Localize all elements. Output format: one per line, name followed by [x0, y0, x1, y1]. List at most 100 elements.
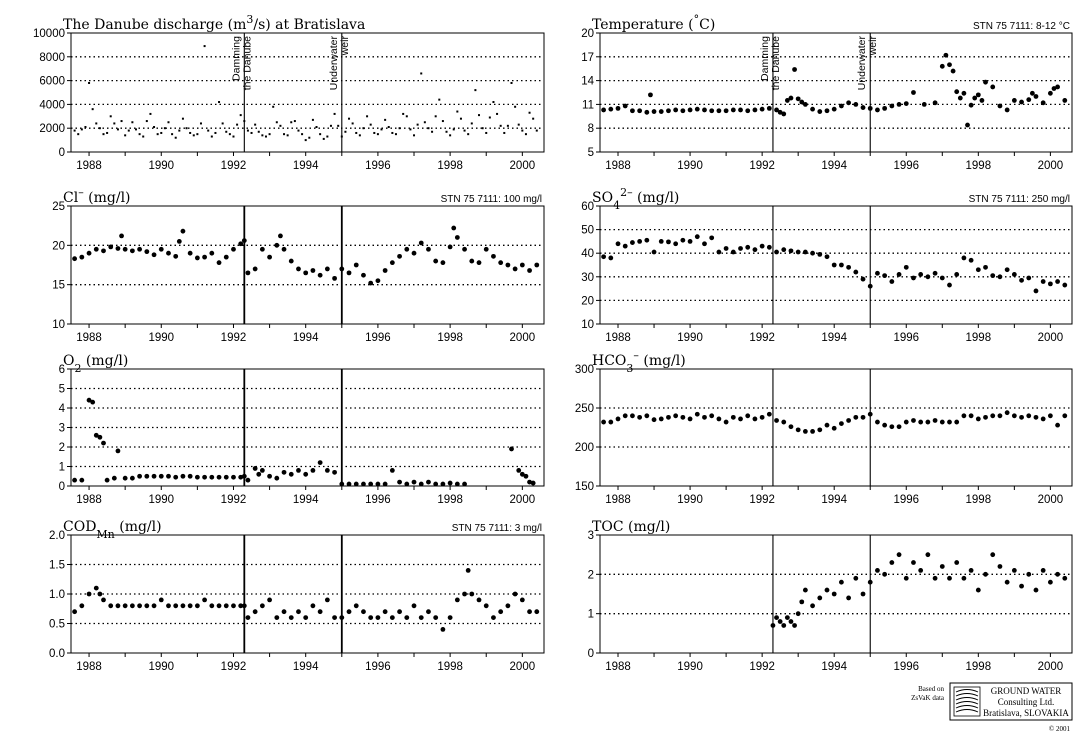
data-point	[1047, 413, 1053, 419]
data-point	[368, 481, 374, 487]
data-point	[324, 597, 330, 603]
data-point	[514, 105, 517, 108]
data-point	[968, 257, 974, 263]
data-point	[97, 434, 103, 440]
data-point	[918, 568, 924, 573]
data-point	[93, 585, 99, 591]
y-tick-label: 10000	[33, 28, 65, 40]
x-tick-label: 1992	[221, 494, 247, 506]
data-point	[324, 266, 330, 272]
data-point	[375, 278, 381, 284]
data-point	[673, 413, 679, 419]
y-tick-label: 10	[581, 319, 594, 331]
data-point	[961, 413, 967, 419]
x-tick-label: 1988	[76, 332, 102, 344]
data-point	[810, 603, 815, 609]
data-point	[397, 479, 402, 485]
company-name-line3: Bratislava, SLOVAKIA	[983, 708, 1069, 718]
data-point	[759, 414, 765, 420]
data-point	[418, 481, 424, 487]
x-tick-label: 1990	[677, 494, 703, 506]
data-point	[831, 425, 837, 431]
data-point	[440, 260, 446, 266]
data-point	[759, 243, 765, 249]
data-point	[268, 133, 271, 136]
data-point	[896, 552, 902, 558]
data-point	[846, 100, 852, 106]
data-point	[288, 615, 294, 620]
data-point	[129, 475, 135, 481]
x-tick-label: 1990	[148, 332, 174, 344]
y-tick-label: 0	[59, 481, 65, 493]
data-point	[463, 129, 466, 132]
data-point	[474, 89, 477, 92]
data-point	[716, 416, 722, 422]
data-point	[134, 128, 137, 131]
data-point	[196, 133, 199, 136]
y-tick-label: 4000	[39, 99, 65, 111]
data-point	[202, 254, 207, 260]
data-point	[333, 112, 336, 115]
data-point	[447, 244, 453, 250]
data-point	[216, 603, 222, 609]
chart-panel-discharge: The Danube discharge (m3/s) at Bratislav…	[33, 13, 545, 172]
data-point	[344, 130, 347, 133]
data-point	[317, 460, 323, 465]
x-tick-label: 2000	[1038, 332, 1064, 344]
data-point	[210, 135, 213, 138]
data-point	[498, 260, 504, 266]
data-point	[882, 105, 888, 111]
data-point	[167, 121, 170, 124]
data-point	[194, 474, 200, 480]
data-point	[319, 133, 322, 136]
data-point	[440, 481, 446, 487]
x-tick-label: 1996	[365, 160, 391, 172]
data-point	[178, 129, 181, 132]
company-logo-icon	[953, 686, 981, 717]
data-point	[752, 416, 758, 422]
data-point	[831, 106, 837, 112]
data-point	[630, 413, 635, 419]
y-tick-label: 2	[59, 442, 65, 454]
data-point	[975, 92, 981, 98]
data-point	[1040, 100, 1046, 106]
data-point	[440, 627, 446, 632]
x-tick-label: 1992	[749, 332, 775, 344]
data-point	[792, 623, 797, 628]
data-point	[368, 280, 374, 286]
data-point	[954, 419, 960, 425]
data-point	[413, 134, 416, 137]
data-point	[259, 468, 265, 473]
data-point	[530, 480, 536, 486]
data-point	[975, 587, 981, 593]
x-tick-label: 1992	[749, 661, 775, 673]
data-point	[278, 233, 283, 239]
data-point	[903, 575, 909, 581]
data-point	[517, 123, 520, 126]
data-point	[745, 108, 751, 114]
data-point	[122, 475, 128, 481]
company-name-line1: GROUND WATER	[991, 686, 1062, 696]
data-point	[459, 117, 462, 120]
y-tick-label: 2000	[39, 123, 65, 135]
title-part: Mn	[96, 528, 114, 541]
data-point	[380, 128, 383, 131]
data-point	[402, 112, 405, 115]
data-point	[418, 240, 424, 246]
chart-panel-temperature: Temperature (°C) STN 75 7111: 8-12 °C Damm…	[581, 13, 1073, 172]
data-point	[615, 105, 621, 111]
data-point	[90, 399, 96, 405]
data-point	[256, 471, 262, 477]
data-point	[810, 250, 815, 256]
data-point	[137, 603, 143, 609]
data-point	[903, 101, 909, 107]
data-point	[389, 615, 395, 620]
data-point	[777, 109, 783, 115]
data-point	[896, 272, 902, 277]
data-point	[246, 129, 249, 132]
data-point	[512, 266, 518, 272]
data-point	[199, 122, 202, 125]
data-point	[101, 248, 106, 254]
data-point	[397, 253, 402, 259]
data-point	[896, 424, 902, 430]
